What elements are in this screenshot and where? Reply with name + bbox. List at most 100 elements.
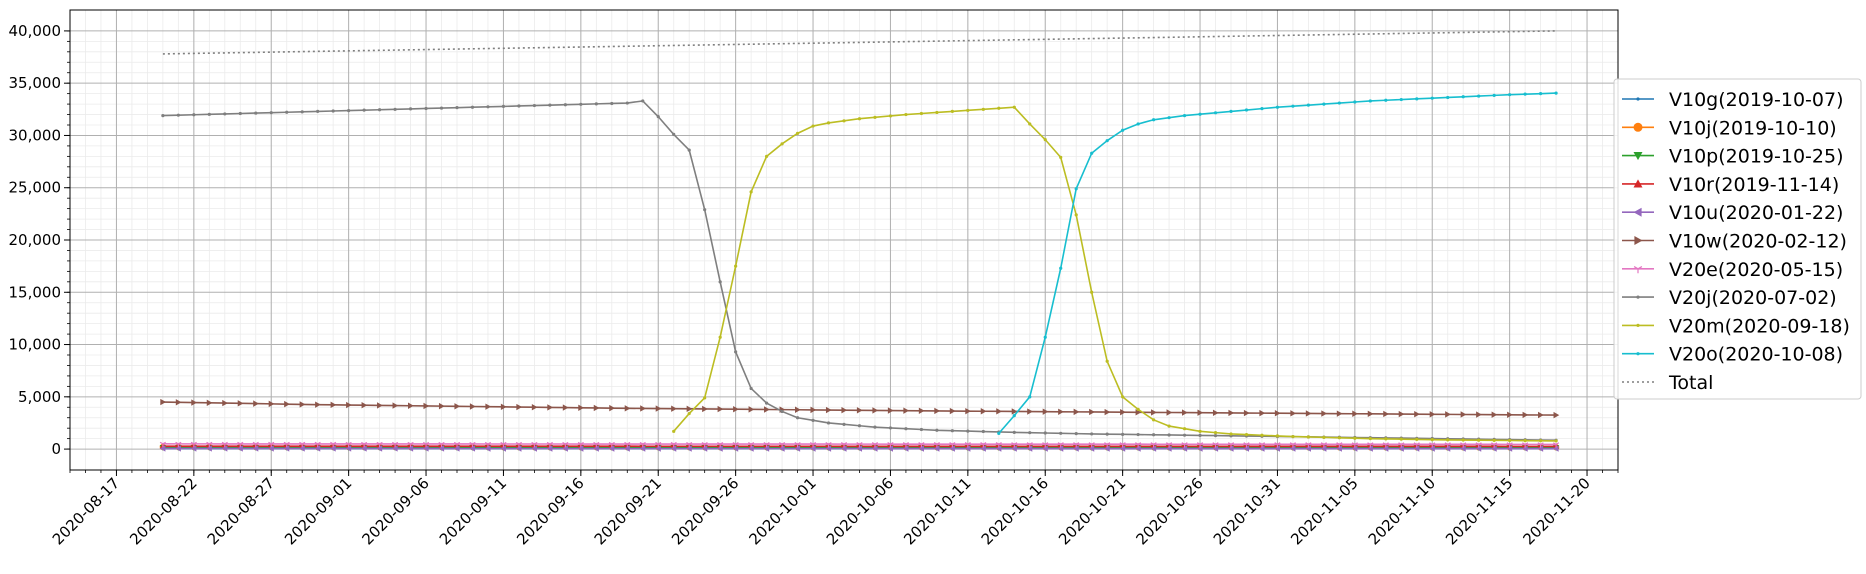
- data-point: [872, 407, 879, 414]
- y-tick-label: 30,000: [9, 126, 62, 144]
- x-tick-label: 2020-09-21: [591, 474, 665, 548]
- legend-marker: [1633, 152, 1643, 161]
- data-point: [856, 445, 863, 452]
- data-point: [175, 441, 182, 448]
- data-point: [1522, 411, 1529, 419]
- data-point: [577, 441, 584, 448]
- data-point: [1012, 414, 1016, 418]
- y-tick-label: 40,000: [9, 22, 62, 40]
- data-point: [1398, 442, 1405, 448]
- data-point: [1367, 442, 1374, 448]
- data-point: [1320, 442, 1327, 448]
- legend-label: V10g(2019-10-07): [1669, 89, 1843, 111]
- data-point: [455, 106, 459, 110]
- data-point: [1306, 103, 1310, 107]
- data-point: [408, 107, 413, 111]
- legend-box: [1613, 78, 1862, 400]
- data-point: [1382, 442, 1389, 448]
- data-point: [1042, 408, 1049, 415]
- data-point: [1274, 410, 1281, 417]
- data-point: [1322, 435, 1326, 439]
- data-point: [608, 445, 615, 452]
- x-tick-label: 2020-09-01: [281, 474, 355, 548]
- data-point: [314, 441, 321, 448]
- data-point: [454, 403, 461, 410]
- legend-item: V10p(2019-10-25): [1622, 146, 1843, 168]
- data-point: [191, 399, 198, 406]
- data-point: [283, 441, 290, 448]
- data-point: [1398, 410, 1405, 418]
- data-point: [763, 445, 770, 452]
- data-point: [687, 411, 691, 416]
- data-point: [1336, 445, 1342, 452]
- y-tick-label: 5,000: [18, 388, 61, 406]
- data-point: [1028, 431, 1032, 435]
- data-point: [856, 407, 863, 414]
- data-point: [501, 104, 506, 108]
- data-point: [1043, 138, 1047, 142]
- legend-item: V10g(2019-10-07): [1622, 89, 1843, 111]
- data-point: [734, 350, 738, 354]
- data-point: [1475, 442, 1482, 448]
- data-point: [873, 115, 877, 119]
- data-point: [1090, 432, 1094, 436]
- data-point: [1351, 442, 1358, 448]
- data-point: [1011, 442, 1018, 448]
- data-point: [531, 441, 538, 448]
- data-point: [810, 406, 817, 414]
- x-tick-label: 2020-11-15: [1442, 474, 1516, 548]
- data-point: [546, 441, 553, 448]
- data-point: [1491, 411, 1498, 418]
- data-point: [703, 396, 707, 400]
- data-point: [640, 405, 646, 412]
- data-point: [1152, 118, 1156, 122]
- data-point: [1506, 445, 1513, 452]
- data-point: [1212, 445, 1219, 452]
- data-point: [1289, 442, 1296, 448]
- data-point: [1229, 432, 1233, 436]
- data-point: [484, 441, 492, 448]
- x-tick-label: 2020-10-16: [978, 474, 1052, 548]
- data-point: [269, 111, 273, 115]
- data-point: [1011, 445, 1017, 452]
- legend-label: V20j(2020-07-02): [1669, 287, 1837, 309]
- data-point: [484, 445, 491, 452]
- data-point: [1104, 408, 1111, 416]
- legend-label: V20e(2020-05-15): [1669, 259, 1843, 281]
- data-point: [871, 442, 879, 448]
- data-point: [546, 445, 553, 452]
- data-point: [639, 441, 646, 448]
- data-point: [949, 407, 956, 415]
- data-point: [237, 445, 243, 452]
- data-point: [701, 445, 708, 452]
- data-point: [1166, 409, 1173, 416]
- y-tick-label: 15,000: [9, 283, 62, 301]
- x-tick-label: 2020-09-11: [436, 474, 510, 548]
- data-point: [1259, 409, 1266, 417]
- data-point: [329, 445, 336, 452]
- x-tick-label: 2020-10-26: [1132, 474, 1206, 548]
- data-point: [500, 441, 507, 448]
- data-point: [1445, 411, 1451, 418]
- data-point: [1229, 109, 1233, 114]
- data-point: [1090, 290, 1094, 294]
- data-point: [1430, 438, 1434, 442]
- data-point: [515, 441, 523, 448]
- x-tick-label: 2020-10-06: [823, 474, 897, 548]
- data-point: [778, 445, 785, 452]
- data-point: [161, 113, 165, 118]
- data-point: [1073, 442, 1080, 448]
- series-line: [673, 106, 1557, 442]
- data-point: [391, 445, 398, 452]
- data-point: [252, 445, 259, 452]
- data-point: [1213, 434, 1218, 438]
- data-point: [1477, 94, 1481, 98]
- series-Total: [162, 30, 1557, 55]
- data-point: [918, 445, 924, 452]
- data-point: [423, 402, 430, 410]
- x-tick-label: 2020-10-21: [1055, 474, 1129, 548]
- x-tick-label: 2020-09-16: [513, 474, 587, 548]
- data-point: [1243, 445, 1250, 452]
- data-point: [1165, 445, 1172, 452]
- data-point: [1258, 442, 1266, 448]
